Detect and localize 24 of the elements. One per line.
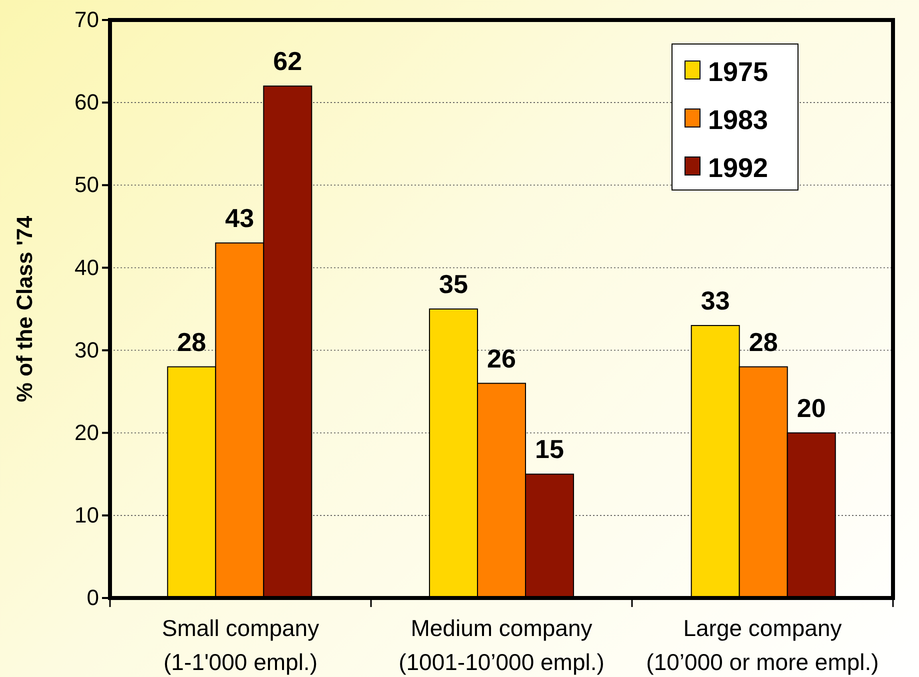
legend-label: 1992 <box>708 153 768 183</box>
x-tick-label: Medium company (1001-10’000 empl.) <box>398 615 604 675</box>
y-tick-label: 60 <box>74 90 99 115</box>
legend-label: 1983 <box>708 105 768 135</box>
y-tick-label: 0 <box>86 585 99 610</box>
data-label: 28 <box>748 326 778 357</box>
data-label: 43 <box>225 202 254 233</box>
y-tick-label: 70 <box>74 7 99 32</box>
y-axis-title: % of the Class '74 <box>12 215 37 402</box>
y-tick-label: 50 <box>74 172 99 198</box>
data-label: 15 <box>535 434 564 464</box>
x-tick-label: Small company (1-1'000 empl.) <box>162 615 320 675</box>
data-label: 62 <box>273 46 302 76</box>
y-tick-label: 40 <box>74 254 99 280</box>
data-label: 33 <box>700 286 730 316</box>
y-tick-label: 30 <box>74 337 99 362</box>
y-tick-label: 20 <box>74 420 99 445</box>
data-label: 35 <box>439 269 468 299</box>
data-label: 20 <box>796 392 826 423</box>
x-tick-label: Large company (10’000 or more empl.) <box>646 615 879 675</box>
data-label: 26 <box>487 343 516 374</box>
y-tick-label: 10 <box>74 502 99 528</box>
data-label: 28 <box>177 326 206 357</box>
legend-label: 1975 <box>708 57 768 87</box>
